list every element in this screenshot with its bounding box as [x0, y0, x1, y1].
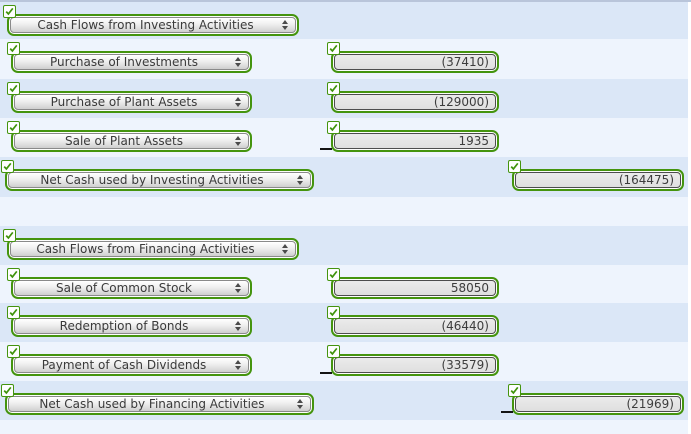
row-financing-header: Cash Flows from Financing Activities — [0, 225, 688, 265]
select-arrows-icon — [229, 135, 246, 146]
amount-input-sale-common-stock[interactable]: 58050 — [327, 267, 499, 299]
subtotal-rule — [319, 148, 332, 150]
correct-check-icon — [7, 267, 20, 281]
select-redemption-of-bonds[interactable]: Redemption of Bonds — [7, 306, 252, 338]
select-arrows-icon — [229, 360, 246, 371]
amount-value: (21969) — [515, 395, 681, 412]
select-net-financing[interactable]: Net Cash used by Financing Activities — [1, 383, 314, 415]
correct-check-icon — [3, 5, 16, 18]
select-arrows-icon — [229, 96, 246, 107]
select-arrows-icon — [276, 20, 293, 30]
select-arrows-icon — [291, 398, 308, 409]
select-box: Net Cash used by Financing Activities — [8, 395, 311, 412]
select-value: Cash Flows from Investing Activities — [37, 18, 254, 32]
select-box: Cash Flows from Financing Activities — [10, 240, 296, 257]
select-sale-plant-assets[interactable]: Sale of Plant Assets — [7, 120, 252, 152]
select-arrows-icon — [229, 282, 246, 293]
correct-check-icon — [7, 345, 20, 359]
row-purchase-investments: Purchase of Investments (37410) — [0, 39, 688, 79]
select-arrows-icon — [229, 57, 246, 68]
amount-value: (37410) — [334, 54, 496, 71]
select-value: Payment of Cash Dividends — [41, 358, 207, 373]
amount-value: (164475) — [515, 172, 681, 189]
row-investing-header: Cash Flows from Investing Activities — [0, 2, 688, 40]
select-arrows-icon — [276, 243, 293, 254]
select-value: Purchase of Plant Assets — [50, 94, 198, 109]
select-value: Sale of Common Stock — [56, 280, 192, 295]
correct-check-icon — [1, 160, 14, 174]
select-arrows-icon — [291, 175, 308, 186]
correct-check-icon — [3, 228, 16, 242]
row-sale-common-stock: Sale of Common Stock 58050 — [0, 264, 688, 304]
correct-check-icon — [327, 120, 340, 134]
select-box: Net Cash used by Investing Activities — [8, 172, 311, 189]
amount-value: 1935 — [334, 132, 496, 149]
row-payment-cash-dividends: Payment of Cash Dividends (33579) — [0, 342, 688, 381]
amount-input-purchase-plant-assets[interactable]: (129000) — [327, 81, 499, 113]
select-box: Payment of Cash Dividends — [14, 357, 249, 374]
amount-value: 58050 — [334, 279, 496, 296]
subtotal-rule — [500, 411, 513, 413]
correct-check-icon — [7, 120, 20, 134]
footer-band — [0, 419, 688, 434]
row-net-investing: Net Cash used by Investing Activities (1… — [0, 157, 688, 197]
select-value: Purchase of Investments — [50, 55, 198, 70]
select-financing-header[interactable]: Cash Flows from Financing Activities — [3, 228, 299, 260]
correct-check-icon — [327, 42, 340, 56]
select-investing-header[interactable]: Cash Flows from Investing Activities — [3, 5, 299, 36]
select-sale-common-stock[interactable]: Sale of Common Stock — [7, 267, 252, 299]
amount-input-net-financing[interactable]: (21969) — [500, 383, 684, 415]
select-purchase-investments[interactable]: Purchase of Investments — [7, 42, 252, 74]
row-net-financing: Net Cash used by Financing Activities (2… — [0, 380, 688, 420]
select-value: Cash Flows from Financing Activities — [36, 241, 255, 256]
select-net-investing[interactable]: Net Cash used by Investing Activities — [1, 160, 314, 192]
row-purchase-plant-assets: Purchase of Plant Assets (129000) — [0, 78, 688, 118]
amount-input-net-investing[interactable]: (164475) — [508, 160, 684, 192]
select-payment-cash-dividends[interactable]: Payment of Cash Dividends — [7, 345, 252, 377]
correct-check-icon — [327, 345, 340, 359]
select-purchase-plant-assets[interactable]: Purchase of Plant Assets — [7, 81, 252, 113]
amount-input-payment-cash-dividends[interactable]: (33579) — [319, 345, 499, 377]
correct-check-icon — [327, 267, 340, 281]
amount-value: (33579) — [334, 357, 496, 374]
correct-check-icon — [7, 42, 20, 56]
spacer-row — [0, 196, 688, 226]
row-redemption-of-bonds: Redemption of Bonds (46440) — [0, 303, 688, 343]
select-value: Net Cash used by Financing Activities — [39, 396, 265, 411]
select-box: Sale of Plant Assets — [14, 132, 249, 149]
amount-value: (46440) — [334, 318, 496, 335]
select-box: Redemption of Bonds — [14, 318, 249, 335]
correct-check-icon — [327, 306, 340, 320]
select-value: Net Cash used by Investing Activities — [40, 173, 264, 188]
amount-input-sale-plant-assets[interactable]: 1935 — [319, 120, 499, 152]
top-divider — [0, 0, 691, 2]
correct-check-icon — [327, 81, 340, 95]
correct-check-icon — [7, 81, 20, 95]
correct-check-icon — [508, 160, 521, 174]
amount-input-redemption-of-bonds[interactable]: (46440) — [327, 306, 499, 338]
select-box: Cash Flows from Investing Activities — [10, 17, 296, 33]
select-box: Sale of Common Stock — [14, 279, 249, 296]
amount-value: (129000) — [334, 93, 496, 110]
select-box: Purchase of Investments — [14, 54, 249, 71]
select-box: Purchase of Plant Assets — [14, 93, 249, 110]
select-value: Redemption of Bonds — [59, 319, 189, 334]
correct-check-icon — [7, 306, 20, 320]
subtotal-rule — [319, 372, 332, 375]
amount-input-purchase-investments[interactable]: (37410) — [327, 42, 499, 74]
row-sale-plant-assets: Sale of Plant Assets 1935 — [0, 117, 688, 158]
select-arrows-icon — [229, 321, 246, 332]
select-value: Sale of Plant Assets — [65, 133, 183, 148]
correct-check-icon — [1, 383, 14, 397]
correct-check-icon — [508, 383, 521, 397]
